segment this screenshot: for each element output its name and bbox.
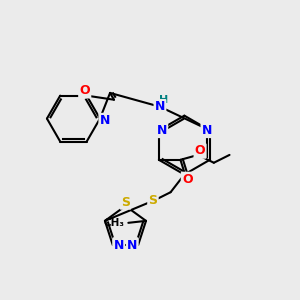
Text: N: N [113, 238, 124, 251]
Text: O: O [182, 173, 193, 186]
Text: O: O [195, 145, 206, 158]
Text: N: N [157, 124, 167, 137]
Text: H: H [159, 95, 169, 105]
Text: O: O [80, 84, 90, 97]
Text: S: S [148, 194, 158, 207]
Text: N: N [155, 100, 165, 113]
Text: N: N [127, 238, 137, 251]
Text: N: N [100, 114, 110, 127]
Text: N: N [202, 124, 212, 137]
Text: CH₃: CH₃ [103, 218, 124, 228]
Text: S: S [121, 196, 130, 208]
